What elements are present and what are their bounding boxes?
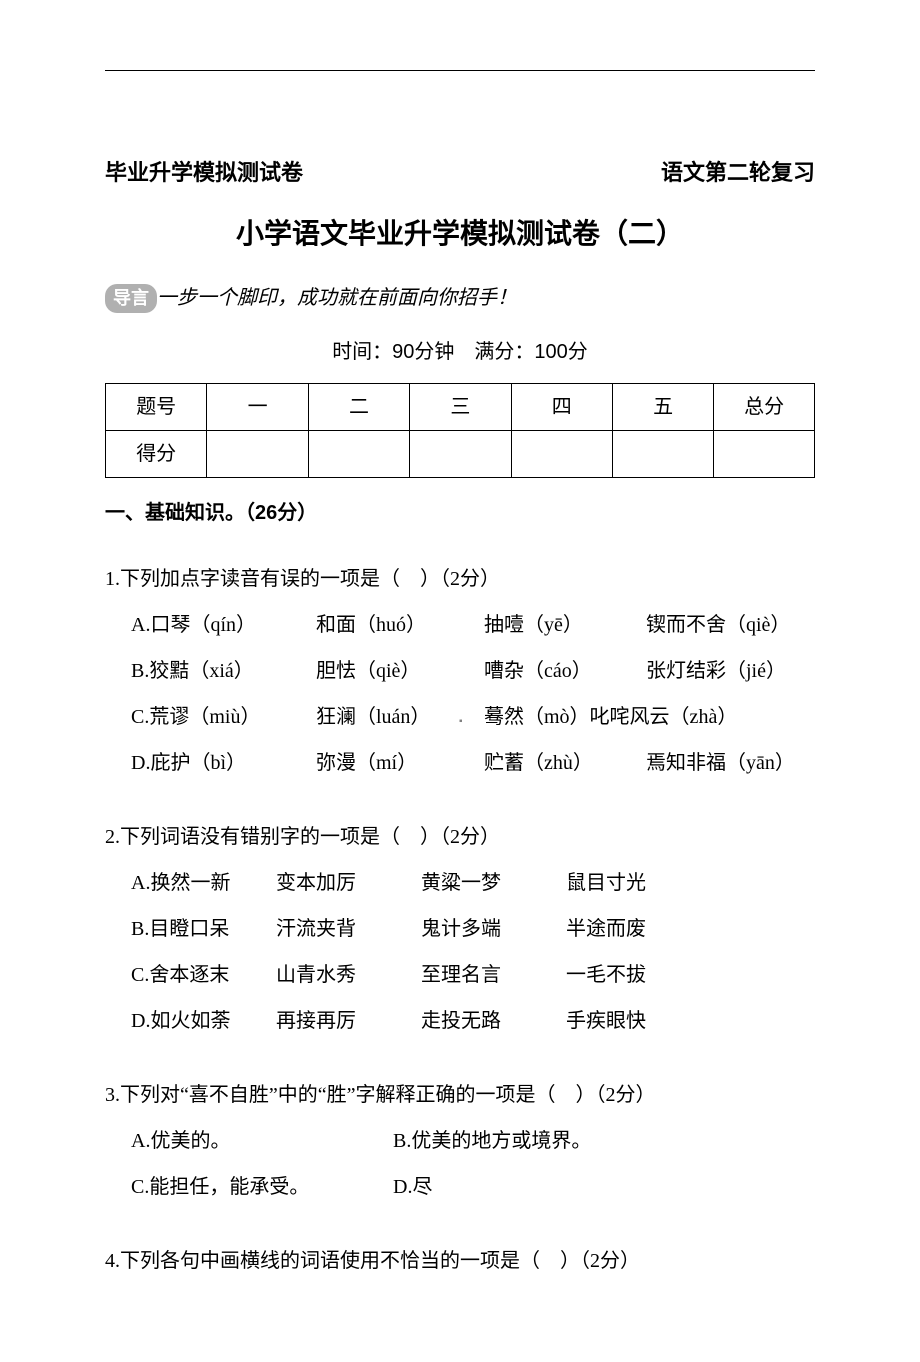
score-cell-blank (410, 431, 511, 478)
option-cell: 再接再厉 (276, 998, 421, 1044)
dot-marker: ▪ (459, 710, 463, 733)
option-row: B.狡黠（xiá） 胆怯（qiè） 嘈杂（cáo） 张灯结彩（jié） (131, 648, 815, 694)
score-header-cell: 总分 (714, 384, 815, 431)
score-header-cell: 题号 (106, 384, 207, 431)
question-3-stem: 3.下列对“喜不自胜”中的“胜”字解释正确的一项是（ ）（2分） (105, 1072, 815, 1118)
time-score-row: 时间：90分钟 满分：100分 (105, 337, 815, 367)
question-1-options: A.口琴（qín） 和面（huó） 抽噎（yē） 锲而不舍（qiè） B.狡黠（… (105, 602, 815, 786)
question-2: 2.下列词语没有错别字的一项是（ ）（2分） A.换然一新 变本加厉 黄粱一梦 … (105, 814, 815, 1044)
option-cell: 半途而废 (566, 906, 711, 952)
intro-row: 导言一步一个脚印，成功就在前面向你招手！ (105, 283, 815, 313)
score-table-value-row: 得分 (106, 431, 815, 478)
option-cell: D.庇护（bì） (131, 740, 316, 786)
question-1: 1.下列加点字读音有误的一项是（ ）（2分） A.口琴（qín） 和面（huó）… (105, 556, 815, 786)
option-cell: 抽噎（yē） (484, 602, 646, 648)
option-cell: A.口琴（qín） (131, 602, 316, 648)
option-row: D.如火如荼 再接再厉 走投无路 手疾眼快 (131, 998, 815, 1044)
option-cell: 胆怯（qiè） (316, 648, 484, 694)
option-cell: 弥漫（mí） (316, 740, 484, 786)
question-4: 4.下列各句中画横线的词语使用不恰当的一项是（ ）（2分） (105, 1238, 815, 1284)
question-3-options: A.优美的。 B.优美的地方或境界。 C.能担任，能承受。 D.尽 (105, 1118, 815, 1210)
option-row: C.能担任，能承受。 D.尽 (131, 1164, 815, 1210)
option-cell: 嘈杂（cáo） (484, 648, 646, 694)
option-cell: 变本加厉 (276, 860, 421, 906)
header-row: 毕业升学模拟测试卷 语文第二轮复习 (105, 156, 815, 189)
intro-text: 一步一个脚印，成功就在前面向你招手！ (157, 287, 517, 309)
option-row: C.荒谬（miù） 狂澜（luán） ▪ 蓦然（mò） 叱咤风云（zhà） (131, 694, 815, 740)
header-right: 语文第二轮复习 (661, 156, 815, 189)
option-cell: 一毛不拔 (566, 952, 711, 998)
score-header-cell: 四 (511, 384, 612, 431)
score-cell-blank (308, 431, 409, 478)
question-2-options: A.换然一新 变本加厉 黄粱一梦 鼠目寸光 B.目瞪口呆 汗流夹背 鬼计多端 半… (105, 860, 815, 1044)
option-cell: D.尽 (393, 1164, 432, 1210)
option-cell: C.荒谬（miù） (131, 694, 316, 740)
score-table: 题号 一 二 三 四 五 总分 得分 (105, 383, 815, 478)
option-row: C.舍本逐末 山青水秀 至理名言 一毛不拔 (131, 952, 815, 998)
option-row: B.目瞪口呆 汗流夹背 鬼计多端 半途而废 (131, 906, 815, 952)
option-cell: B.优美的地方或境界。 (393, 1118, 591, 1164)
option-cell: 走投无路 (421, 998, 566, 1044)
score-header-cell: 五 (612, 384, 713, 431)
option-row: A.口琴（qín） 和面（huó） 抽噎（yē） 锲而不舍（qiè） (131, 602, 815, 648)
option-cell: D.如火如荼 (131, 998, 276, 1044)
exam-page: 毕业升学模拟测试卷 语文第二轮复习 小学语文毕业升学模拟测试卷（二） 导言一步一… (0, 0, 920, 1362)
question-3: 3.下列对“喜不自胜”中的“胜”字解释正确的一项是（ ）（2分） A.优美的。 … (105, 1072, 815, 1210)
score-cell-blank (511, 431, 612, 478)
option-cell: 手疾眼快 (566, 998, 711, 1044)
option-cell: 叱咤风云（zhà） (590, 694, 738, 740)
intro-badge: 导言 (105, 284, 157, 313)
option-row: D.庇护（bì） 弥漫（mí） 贮蓄（zhù） 焉知非福（yān） (131, 740, 815, 786)
score-header-cell: 三 (410, 384, 511, 431)
question-2-stem: 2.下列词语没有错别字的一项是（ ）（2分） (105, 814, 815, 860)
option-row: A.优美的。 B.优美的地方或境界。 (131, 1118, 815, 1164)
option-cell: 至理名言 (421, 952, 566, 998)
score-cell-blank (714, 431, 815, 478)
option-cell: 山青水秀 (276, 952, 421, 998)
option-cell: A.换然一新 (131, 860, 276, 906)
header-left: 毕业升学模拟测试卷 (105, 156, 303, 189)
option-cell: 张灯结彩（jié） (646, 648, 786, 694)
option-cell: A.优美的。 (131, 1118, 393, 1164)
option-cell: C.能担任，能承受。 (131, 1164, 393, 1210)
score-cell-blank (612, 431, 713, 478)
option-cell: B.狡黠（xiá） (131, 648, 316, 694)
score-header-cell: 二 (308, 384, 409, 431)
score-table-header-row: 题号 一 二 三 四 五 总分 (106, 384, 815, 431)
option-cell: 焉知非福（yān） (646, 740, 795, 786)
score-row-label: 得分 (106, 431, 207, 478)
section-1-title: 一、基础知识。（26分） (105, 498, 815, 528)
option-cell: 汗流夹背 (276, 906, 421, 952)
option-cell: 贮蓄（zhù） (484, 740, 646, 786)
option-cell: 黄粱一梦 (421, 860, 566, 906)
question-4-stem: 4.下列各句中画横线的词语使用不恰当的一项是（ ）（2分） (105, 1238, 815, 1284)
option-cell: 鼠目寸光 (566, 860, 711, 906)
option-cell: C.舍本逐末 (131, 952, 276, 998)
score-header-cell: 一 (207, 384, 308, 431)
question-1-stem: 1.下列加点字读音有误的一项是（ ）（2分） (105, 556, 815, 602)
option-cell: B.目瞪口呆 (131, 906, 276, 952)
score-cell-blank (207, 431, 308, 478)
option-cell: 和面（huó） (316, 602, 484, 648)
option-cell: 锲而不舍（qiè） (646, 602, 790, 648)
option-cell: 蓦然（mò） (484, 694, 590, 740)
option-cell: 鬼计多端 (421, 906, 566, 952)
main-title: 小学语文毕业升学模拟测试卷（二） (105, 213, 815, 255)
top-rule (105, 70, 815, 71)
option-row: A.换然一新 变本加厉 黄粱一梦 鼠目寸光 (131, 860, 815, 906)
